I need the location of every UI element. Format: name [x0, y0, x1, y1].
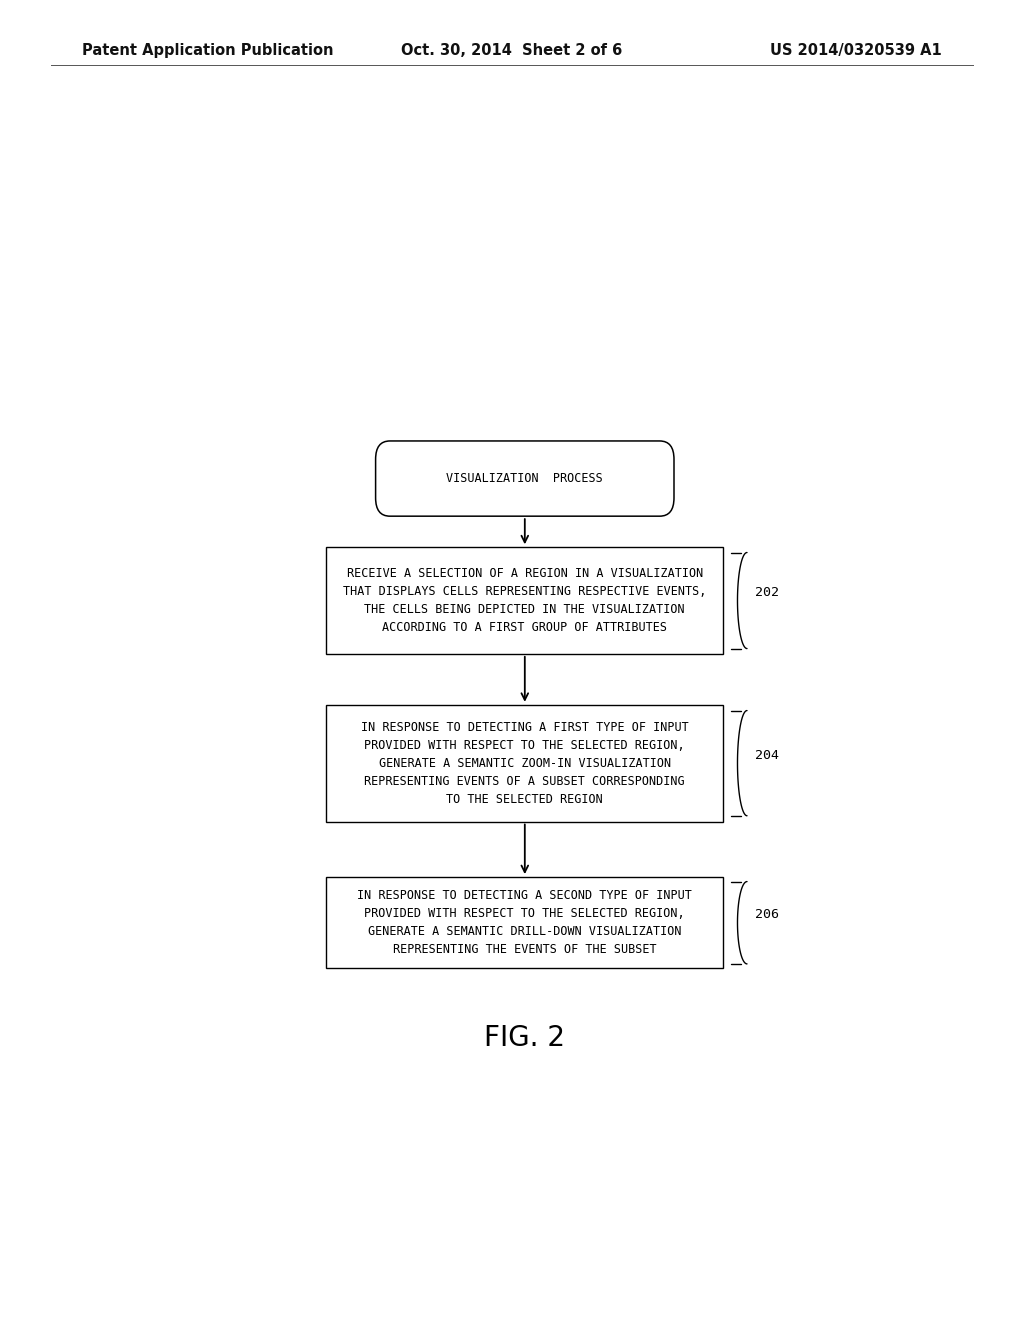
- Text: Oct. 30, 2014  Sheet 2 of 6: Oct. 30, 2014 Sheet 2 of 6: [401, 42, 623, 58]
- Text: IN RESPONSE TO DETECTING A SECOND TYPE OF INPUT
PROVIDED WITH RESPECT TO THE SEL: IN RESPONSE TO DETECTING A SECOND TYPE O…: [357, 890, 692, 956]
- FancyBboxPatch shape: [327, 548, 723, 653]
- Text: RECEIVE A SELECTION OF A REGION IN A VISUALIZATION
THAT DISPLAYS CELLS REPRESENT: RECEIVE A SELECTION OF A REGION IN A VIS…: [343, 568, 707, 634]
- Text: 202: 202: [755, 586, 779, 599]
- Text: FIG. 2: FIG. 2: [484, 1023, 565, 1052]
- Text: US 2014/0320539 A1: US 2014/0320539 A1: [770, 42, 942, 58]
- Text: IN RESPONSE TO DETECTING A FIRST TYPE OF INPUT
PROVIDED WITH RESPECT TO THE SELE: IN RESPONSE TO DETECTING A FIRST TYPE OF…: [360, 721, 689, 805]
- Text: Patent Application Publication: Patent Application Publication: [82, 42, 334, 58]
- Text: 204: 204: [755, 748, 779, 762]
- FancyBboxPatch shape: [376, 441, 674, 516]
- Text: VISUALIZATION  PROCESS: VISUALIZATION PROCESS: [446, 473, 603, 484]
- FancyBboxPatch shape: [327, 705, 723, 821]
- Text: 206: 206: [755, 908, 779, 921]
- FancyBboxPatch shape: [327, 876, 723, 969]
